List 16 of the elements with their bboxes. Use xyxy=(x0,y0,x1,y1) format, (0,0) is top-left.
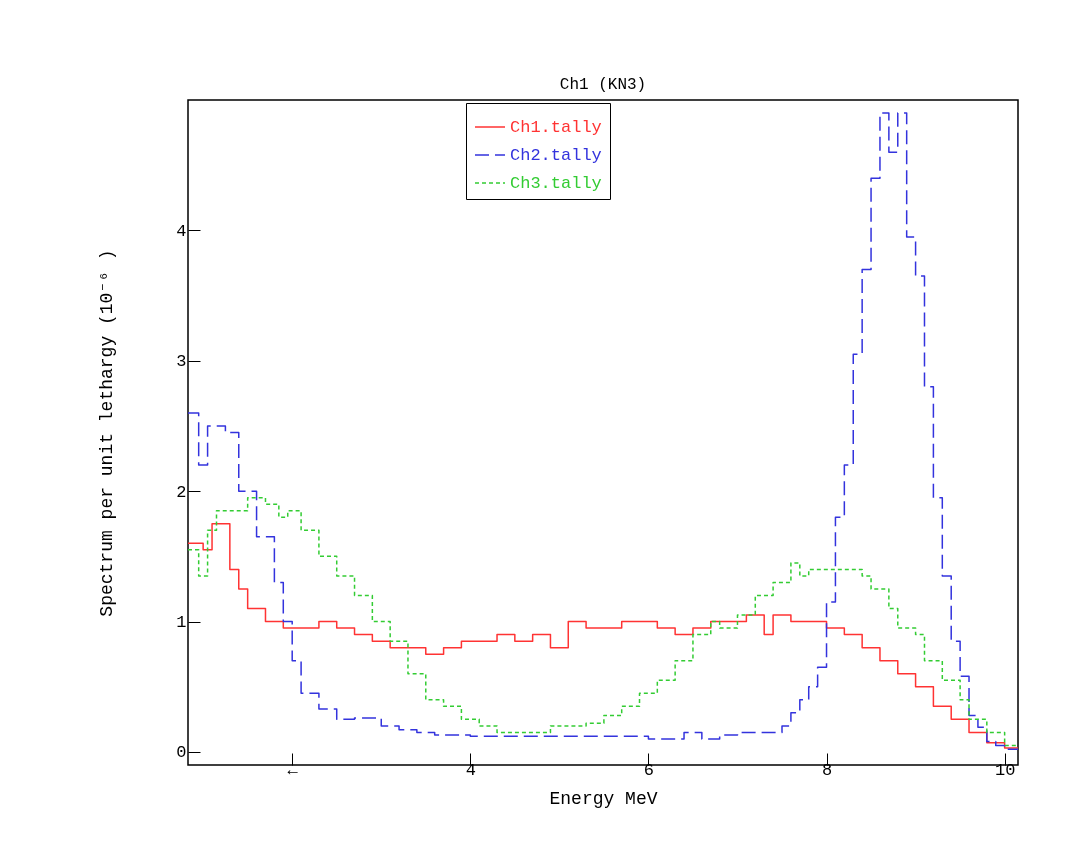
x-tick-label: ← xyxy=(287,760,299,780)
legend-label: Ch2.tally xyxy=(510,146,602,165)
y-axis-title: Spectrum per unit lethargy (10⁻⁶ ) xyxy=(97,249,118,617)
legend-label: Ch3.tally xyxy=(510,174,602,193)
x-tick-label: 10 xyxy=(994,760,1016,780)
y-tick-label: 3 xyxy=(176,352,187,372)
legend-label: Ch1.tally xyxy=(510,118,602,137)
y-tick-label: 0 xyxy=(176,743,187,763)
y-tick-label: 4 xyxy=(176,221,187,241)
x-tick-label: 4 xyxy=(465,760,476,780)
chart-title: Ch1 (KN3) xyxy=(559,76,647,94)
y-tick-label: 2 xyxy=(176,482,187,502)
x-tick-label: 6 xyxy=(643,760,655,780)
y-tick-label: 1 xyxy=(176,613,187,633)
x-axis-title: Energy MeV xyxy=(549,788,658,809)
x-tick-label: 8 xyxy=(821,760,833,780)
